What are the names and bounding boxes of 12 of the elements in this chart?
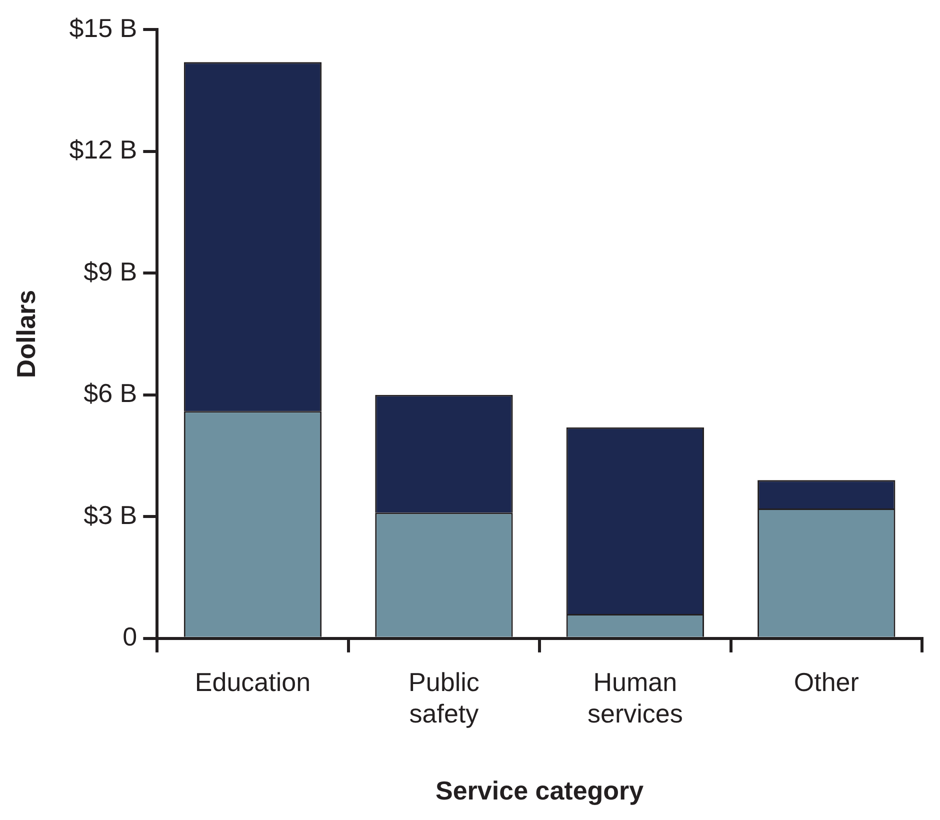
y-tick-label: $6 B <box>84 378 138 408</box>
y-tick-label: $9 B <box>84 256 138 286</box>
x-tick-label: Human services <box>588 667 683 728</box>
y-axis-title: Dollars <box>10 290 41 378</box>
y-tick-label: $3 B <box>84 500 138 530</box>
y-tick-label: $12 B <box>69 134 138 165</box>
x-tick-label: Education <box>194 667 311 698</box>
y-tick-label: $15 B <box>69 12 138 43</box>
x-axis-title: Service category <box>436 776 644 806</box>
x-tick-label: Public safety <box>408 667 480 728</box>
x-tick-label: Other <box>794 667 860 698</box>
y-tick-label: 0 <box>122 622 138 652</box>
